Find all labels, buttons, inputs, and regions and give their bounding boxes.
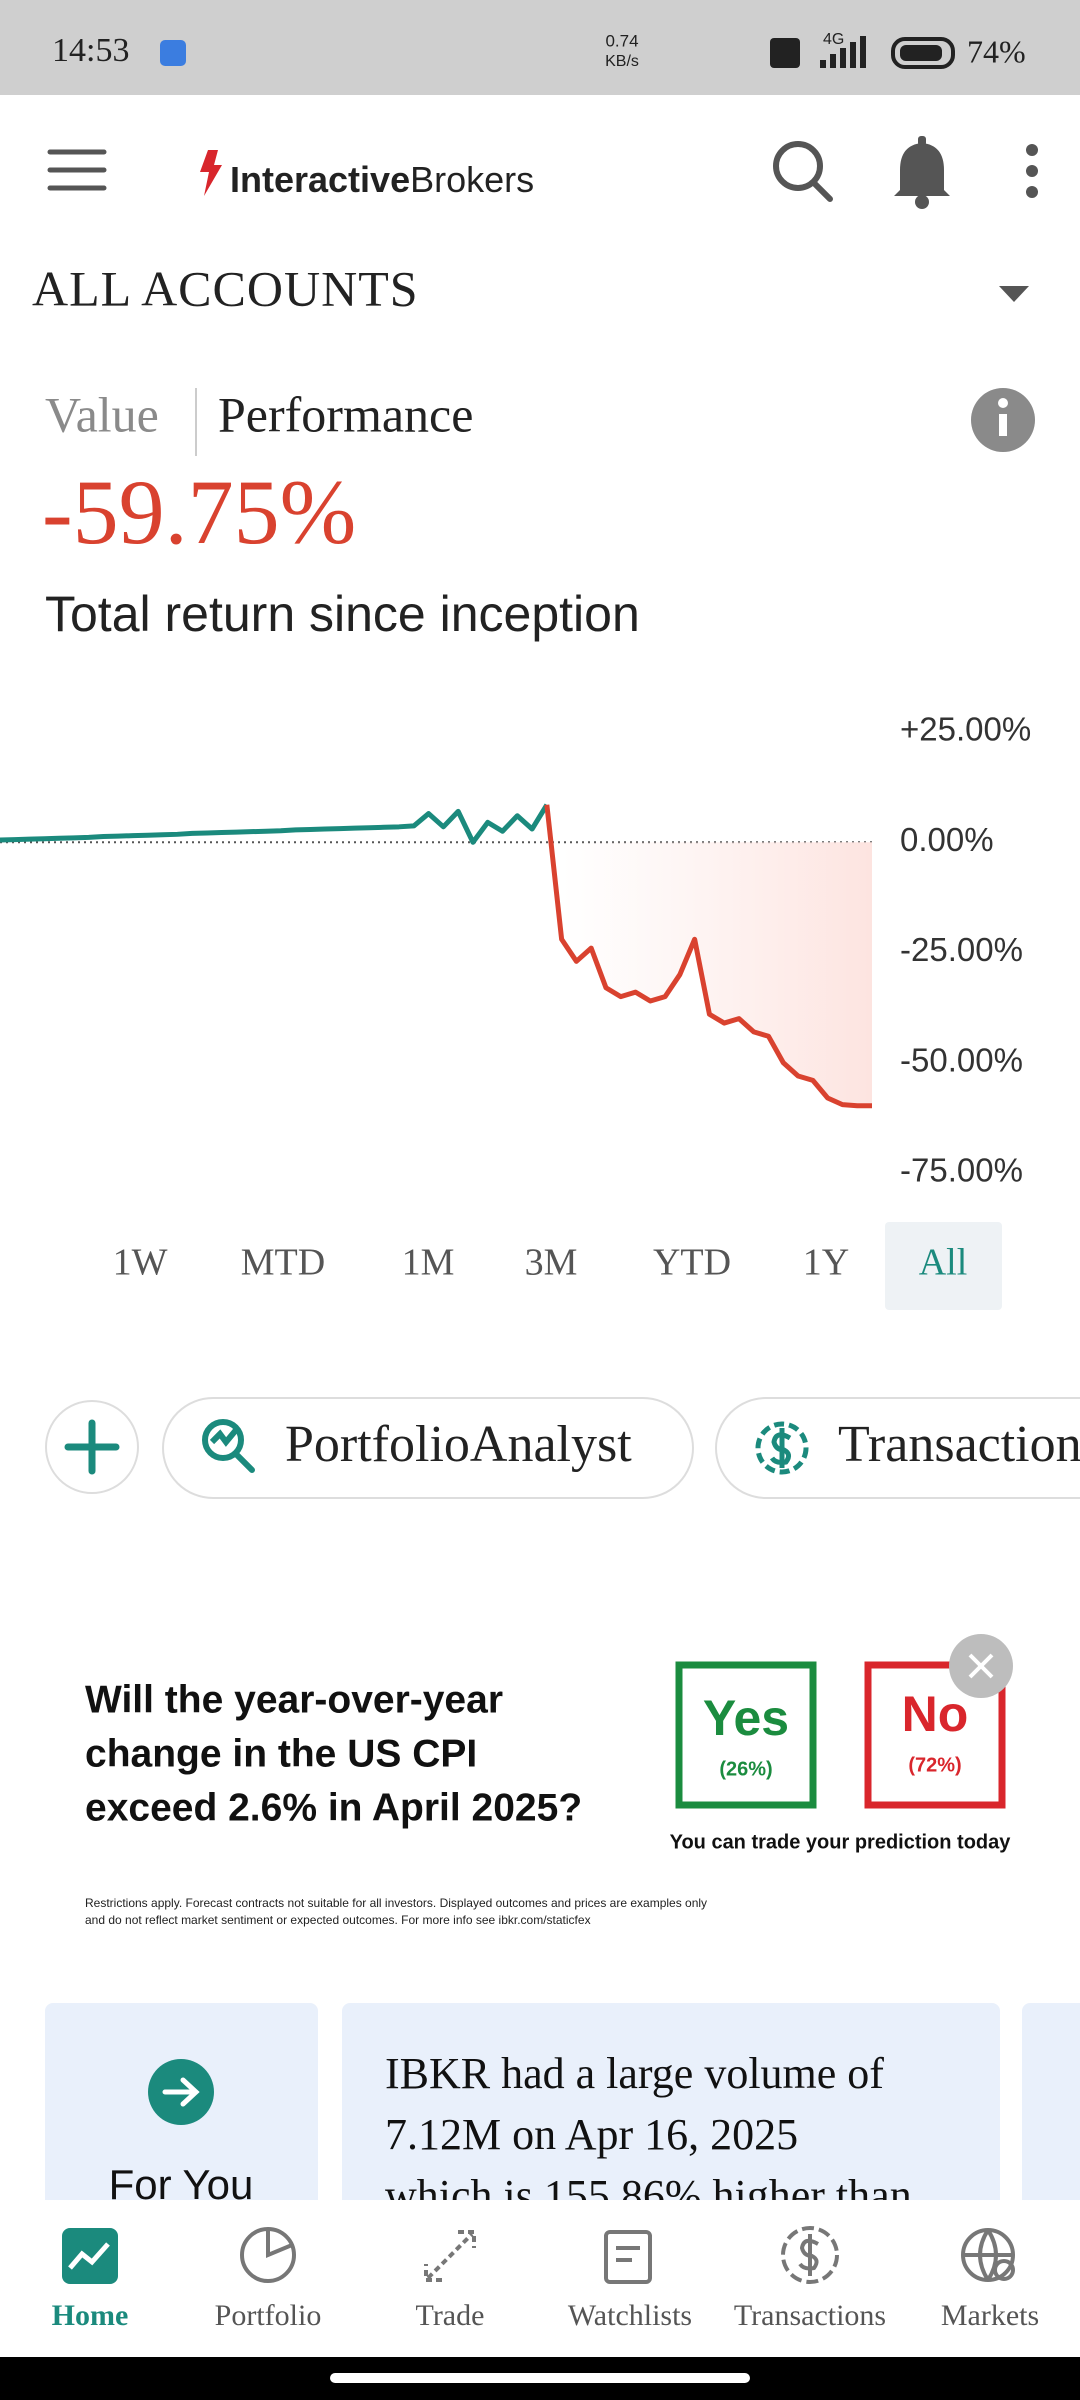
nav-item[interactable]: Portfolio bbox=[215, 2299, 322, 2332]
search-button[interactable] bbox=[773, 141, 833, 202]
y-tick-label: -50.00% bbox=[900, 1041, 1023, 1078]
period-button[interactable]: 1Y bbox=[803, 1242, 849, 1284]
transactions-icon bbox=[755, 1421, 809, 1475]
period-button[interactable]: 1W bbox=[113, 1242, 168, 1284]
shortcut-pill[interactable] bbox=[715, 1397, 1080, 1499]
account-dropdown[interactable] bbox=[999, 286, 1029, 302]
nav-item[interactable]: Home bbox=[52, 2299, 129, 2332]
status-time: 14:53 bbox=[52, 32, 129, 69]
home-icon bbox=[62, 2228, 118, 2284]
logo-regular: Brokers bbox=[410, 159, 534, 200]
period-button[interactable]: YTD bbox=[653, 1242, 731, 1284]
nav-labels: Home Portfolio Trade Watchlists Transactions… bbox=[52, 2299, 1039, 2332]
card-text: 7.12M on Apr 16, 2025 bbox=[385, 2110, 798, 2159]
ad-question: Will the year-over-year bbox=[85, 1678, 503, 1721]
negative-area bbox=[561, 842, 872, 1106]
shortcut-label[interactable]: PortfolioAnalyst bbox=[285, 1416, 632, 1473]
yes-button[interactable] bbox=[675, 1661, 817, 1809]
nav-item[interactable]: Trade bbox=[416, 2299, 485, 2332]
analyst-icon bbox=[202, 1419, 255, 1473]
logo-mark bbox=[200, 150, 222, 196]
no-label: No bbox=[902, 1686, 969, 1742]
shortcut-label[interactable]: Transactions bbox=[838, 1416, 1080, 1473]
ad-question: exceed 2.6% in April 2025? bbox=[85, 1786, 582, 1829]
signal-icons bbox=[770, 36, 866, 68]
nav-item[interactable]: Markets bbox=[941, 2299, 1039, 2332]
logo-bold: Interactive bbox=[230, 159, 410, 200]
ad-disclaimer: and do not reflect market sentiment or e… bbox=[85, 1913, 591, 1927]
status-network: 4G bbox=[823, 31, 844, 48]
yes-label: Yes bbox=[703, 1690, 789, 1746]
nav-icons bbox=[240, 2226, 1015, 2284]
add-icon bbox=[64, 1419, 120, 1475]
info-glyph bbox=[999, 414, 1007, 436]
close-icon bbox=[968, 1653, 994, 1679]
home-glyph bbox=[68, 2242, 110, 2270]
bottom-nav bbox=[0, 2200, 1080, 2357]
y-tick-label: +25.00% bbox=[900, 711, 1031, 748]
arrow-glyph bbox=[162, 2077, 200, 2107]
no-button[interactable] bbox=[864, 1661, 1006, 1809]
insight-card[interactable] bbox=[342, 2003, 1000, 2263]
period-button[interactable]: MTD bbox=[241, 1242, 325, 1284]
status-icon bbox=[160, 40, 186, 66]
period-button[interactable]: All bbox=[919, 1242, 968, 1284]
status-battery: 74% bbox=[967, 33, 1026, 69]
menu-button[interactable] bbox=[47, 149, 107, 191]
tab-value[interactable]: Value bbox=[45, 386, 159, 442]
nav-item[interactable]: Watchlists bbox=[568, 2299, 692, 2332]
logo: InteractiveBrokers bbox=[230, 159, 534, 200]
nav-item[interactable]: Transactions bbox=[734, 2299, 886, 2332]
battery-icon bbox=[891, 37, 955, 69]
no-pct: (72%) bbox=[908, 1754, 961, 1776]
shortcut-pill[interactable] bbox=[162, 1397, 694, 1499]
account-selector[interactable]: ALL ACCOUNTS bbox=[32, 260, 419, 316]
tab-performance[interactable]: Performance bbox=[218, 386, 473, 442]
performance-line bbox=[544, 804, 872, 1109]
gesture-handle bbox=[330, 2373, 750, 2383]
status-speed-unit: KB/s bbox=[605, 53, 639, 70]
period-button[interactable]: 3M bbox=[525, 1242, 578, 1284]
next-card[interactable] bbox=[1022, 2003, 1080, 2263]
ad-disclaimer: Restrictions apply. Forecast contracts n… bbox=[85, 1896, 707, 1910]
performance-line bbox=[0, 803, 549, 845]
battery-level bbox=[900, 45, 942, 61]
ad-question: change in the US CPI bbox=[85, 1732, 477, 1775]
for-you-card[interactable] bbox=[45, 2003, 318, 2263]
card-text: IBKR had a large volume of bbox=[385, 2049, 884, 2098]
info-glyph-dot bbox=[998, 398, 1008, 408]
notifications-button[interactable] bbox=[894, 136, 950, 209]
performance-chart: +25.00% 0.00% -25.00% -50.00% -75.00% bbox=[0, 711, 1031, 1189]
period-selected-bg bbox=[885, 1222, 1002, 1310]
ad-cta: You can trade your prediction today bbox=[670, 1831, 1012, 1853]
period-selector: 1W MTD 1M 3M YTD 1Y All bbox=[113, 1242, 968, 1284]
return-value: -59.75% bbox=[42, 461, 356, 563]
return-label: Total return since inception bbox=[45, 586, 640, 642]
status-speed: 0.74 bbox=[605, 31, 638, 50]
y-tick-label: -25.00% bbox=[900, 931, 1023, 968]
yes-pct: (26%) bbox=[719, 1758, 772, 1780]
y-tick-label: -75.00% bbox=[900, 1152, 1023, 1189]
more-button[interactable] bbox=[1026, 144, 1038, 198]
y-tick-label: 0.00% bbox=[900, 821, 994, 858]
period-button[interactable]: 1M bbox=[402, 1242, 455, 1284]
